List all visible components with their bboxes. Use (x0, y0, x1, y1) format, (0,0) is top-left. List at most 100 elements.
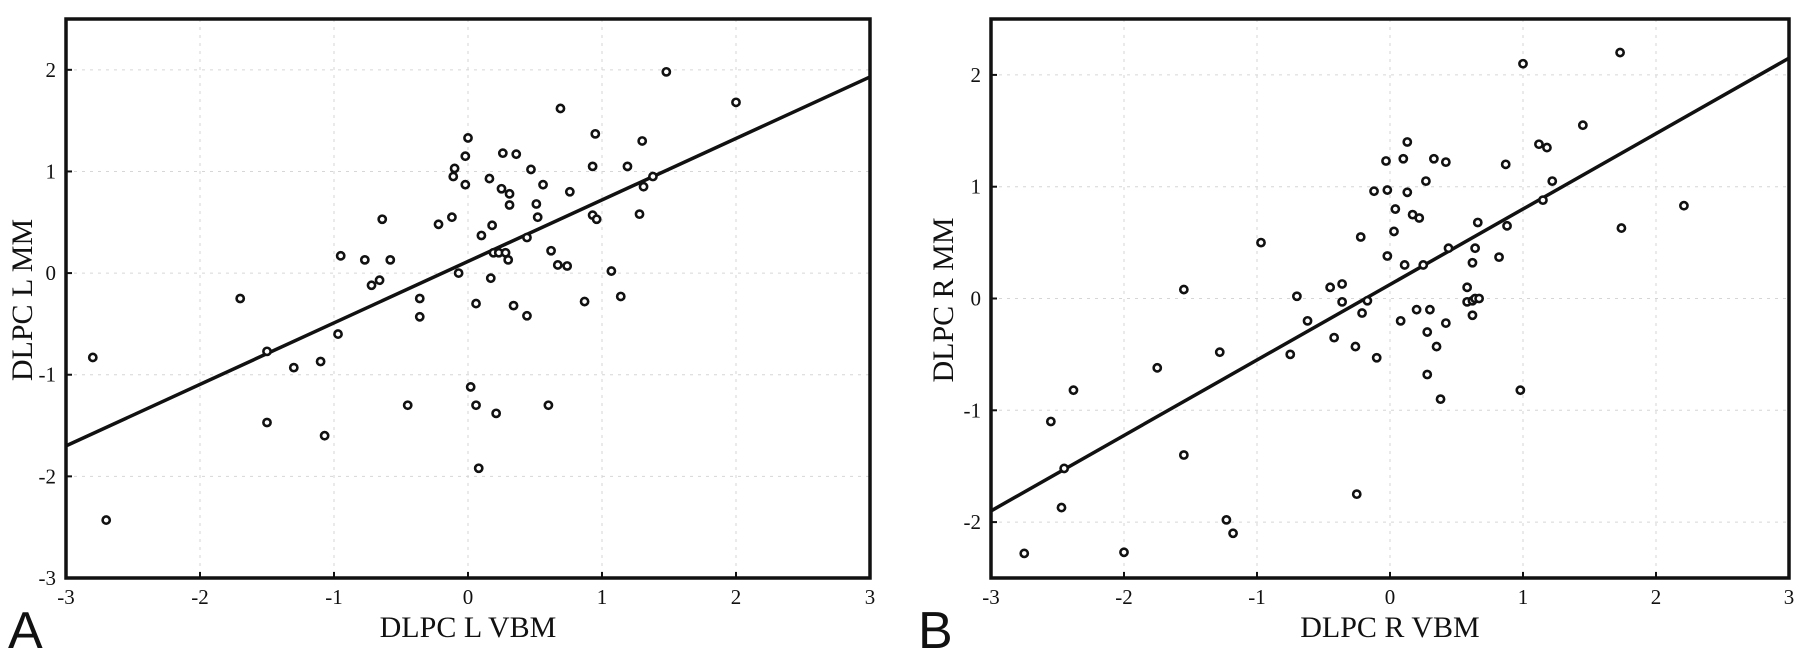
x-tick-label: -2 (191, 585, 209, 609)
x-tick-label: -3 (982, 585, 1000, 609)
data-point (402, 400, 413, 411)
data-point (1214, 347, 1225, 358)
x-tick-label: -2 (1115, 585, 1133, 609)
data-point (543, 400, 554, 411)
x-tick-label: 2 (1651, 585, 1662, 609)
x-tick-label: 0 (1385, 585, 1396, 609)
x-tick-label: 2 (731, 585, 742, 609)
data-point (1414, 213, 1425, 223)
data-point (1119, 547, 1129, 558)
data-point (508, 300, 519, 311)
data-point (1462, 282, 1473, 293)
panel-b: -3 -2 -1 0 1 2 3 -2 -1 0 1 2 DLPC R VBM DLPC R MM B (918, 17, 1795, 659)
data-point (562, 261, 573, 271)
data-point (1382, 185, 1393, 195)
y-tick-label: 1 (971, 175, 982, 199)
data-point (359, 254, 370, 265)
data-point (496, 183, 507, 194)
data-point (1515, 385, 1526, 396)
data-point (731, 97, 741, 108)
data-point (1369, 186, 1379, 197)
data-point (637, 136, 648, 146)
data-point (484, 173, 495, 184)
data-point (315, 356, 326, 367)
y-tick-label: -1 (964, 398, 982, 422)
data-point (591, 214, 602, 225)
data-point (1337, 296, 1348, 307)
regression-line (990, 56, 1790, 513)
y-tick-label: -2 (964, 510, 982, 534)
data-point (546, 245, 556, 256)
data-point (433, 219, 444, 230)
data-point (1045, 416, 1056, 427)
data-point (1502, 220, 1512, 231)
x-tick-label: -1 (1248, 585, 1266, 609)
data-point (552, 260, 563, 270)
regression-line (65, 75, 871, 448)
data-point (414, 293, 425, 304)
x-tick-label: -3 (57, 585, 75, 609)
data-point (333, 329, 343, 339)
data-point (366, 280, 377, 291)
data-point (262, 346, 272, 357)
data-point (491, 408, 502, 419)
panel-a: -3 -2 -1 0 1 2 3 -3 -2 -1 0 1 2 DLPC L VBM DLPC L MM A (6, 17, 875, 659)
data-point (1395, 315, 1406, 326)
data-point (414, 311, 425, 322)
data-point (634, 209, 645, 220)
data-point (1547, 176, 1558, 187)
data-point (555, 103, 566, 114)
data-point (385, 254, 396, 265)
data-point (1355, 232, 1366, 242)
data-point (1472, 217, 1483, 228)
y-tick-label: 2 (46, 58, 57, 82)
y-tick-label: -2 (39, 464, 57, 488)
data-point (1362, 295, 1373, 306)
plot-frame (64, 17, 872, 580)
data-point (1351, 489, 1362, 500)
data-point (1329, 332, 1340, 343)
data-point (1068, 385, 1079, 396)
data-point (1178, 450, 1189, 460)
data-point (319, 430, 330, 441)
data-point (1467, 310, 1478, 321)
data-point (1534, 139, 1544, 150)
data-point (453, 268, 464, 278)
data-point (1500, 159, 1511, 170)
data-point (615, 291, 626, 302)
data-point (235, 293, 246, 304)
data-point (377, 214, 388, 225)
plot-frame (989, 17, 1791, 580)
data-point (504, 200, 515, 210)
y-tick-label: 0 (971, 287, 982, 311)
x-tick-label: 1 (597, 585, 608, 609)
data-point (1056, 502, 1067, 513)
data-point (1435, 394, 1446, 405)
x-tick-label: 3 (1784, 585, 1795, 609)
data-point (1577, 120, 1588, 131)
y-tick-label: 2 (971, 63, 982, 87)
x-tick-label: 1 (1518, 585, 1529, 609)
data-point (460, 179, 471, 190)
data-point (522, 232, 532, 243)
data-point (532, 212, 543, 223)
data-point (449, 163, 460, 174)
y-axis-label: DLPC R MM (927, 217, 960, 382)
data-point (1389, 226, 1399, 237)
data-point (1398, 153, 1409, 164)
panel-letter: B (918, 602, 953, 659)
data-point (538, 179, 548, 190)
data-point (1470, 243, 1481, 254)
data-point (1402, 137, 1413, 147)
data-point (1440, 157, 1451, 168)
panel-letter: A (8, 602, 43, 659)
data-point (1382, 251, 1393, 261)
data-point (1422, 327, 1433, 337)
data-point (1285, 349, 1296, 360)
data-point (511, 149, 522, 160)
data-point (1422, 369, 1433, 380)
data-point (522, 310, 532, 321)
data-point (1337, 279, 1348, 289)
data-point (1425, 304, 1435, 315)
